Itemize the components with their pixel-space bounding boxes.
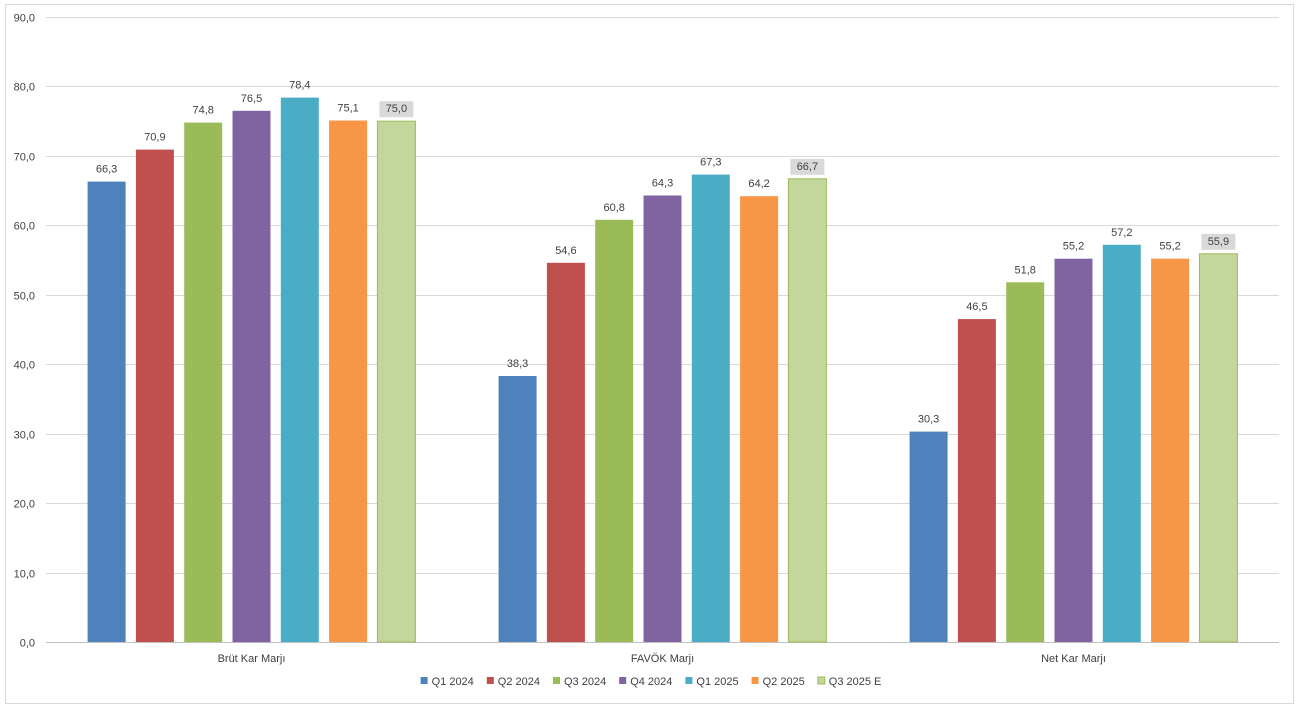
legend-item: Q2 2024 xyxy=(486,676,540,688)
bar xyxy=(232,110,271,643)
legend-item: Q1 2025 xyxy=(685,676,739,688)
y-tick-label: 80,0 xyxy=(14,82,35,94)
bar xyxy=(498,376,537,642)
bar xyxy=(909,431,948,642)
bar xyxy=(957,319,996,642)
legend-item: Q3 2025 E xyxy=(817,676,882,688)
x-axis: Brüt Kar Marjı FAVÖK Marjı Net Kar Marjı xyxy=(218,653,1106,665)
y-tick-label: 10,0 xyxy=(14,569,35,581)
y-axis: 0,0 10,0 20,0 30,0 40,0 50,0 60,0 70,0 80,0 90,0 xyxy=(14,13,35,650)
data-label: 78,4 xyxy=(289,80,310,92)
data-label: 75,1 xyxy=(337,103,358,115)
legend-item: Q4 2024 xyxy=(619,676,672,688)
bar xyxy=(135,149,174,642)
bar xyxy=(329,120,368,642)
bar xyxy=(376,120,416,643)
bar xyxy=(740,196,779,642)
data-label: 54,6 xyxy=(555,245,576,257)
data-label: 64,2 xyxy=(748,178,769,190)
data-label: 46,5 xyxy=(966,301,987,313)
bar xyxy=(184,122,223,643)
legend-swatch xyxy=(420,677,428,684)
legend-swatch xyxy=(486,677,494,684)
bar xyxy=(280,97,319,643)
y-tick-label: 20,0 xyxy=(14,499,35,511)
data-label: 75,0 xyxy=(386,103,407,115)
data-label: 55,2 xyxy=(1063,241,1084,253)
bar xyxy=(691,174,730,642)
data-label-background xyxy=(379,101,414,118)
x-category-label: FAVÖK Marjı xyxy=(631,653,694,665)
bar xyxy=(643,195,682,642)
legend-item: Q1 2024 xyxy=(420,676,474,688)
data-label: 66,7 xyxy=(797,161,818,173)
data-label: 38,3 xyxy=(507,358,528,370)
data-label: 74,8 xyxy=(192,105,213,117)
data-label: 60,8 xyxy=(603,202,624,214)
legend-label: Q2 2024 xyxy=(498,676,540,688)
data-label-background xyxy=(1201,233,1236,250)
legend-swatch xyxy=(817,676,826,685)
y-tick-label: 0,0 xyxy=(20,638,35,650)
data-label: 55,9 xyxy=(1208,236,1229,248)
x-category-label: Net Kar Marjı xyxy=(1041,653,1106,665)
legend-label: Q3 2025 E xyxy=(829,676,882,688)
bar xyxy=(595,219,634,643)
y-tick-label: 90,0 xyxy=(14,13,35,25)
bar xyxy=(546,262,585,642)
data-label: 30,3 xyxy=(918,414,939,426)
data-labels: 66,3 70,9 74,8 76,5 78,4 75,1 75,0 38,3 54,6 60,8… xyxy=(96,80,1236,426)
bar xyxy=(1102,244,1141,643)
x-category-label: Brüt Kar Marjı xyxy=(218,653,286,665)
legend-item: Q2 2025 xyxy=(751,676,805,688)
y-tick-label: 70,0 xyxy=(14,152,35,164)
y-tick-label: 30,0 xyxy=(14,430,35,442)
bar xyxy=(1054,258,1093,642)
bar xyxy=(1151,258,1190,642)
data-label: 67,3 xyxy=(700,157,721,169)
data-label: 51,8 xyxy=(1014,264,1035,276)
legend-item: Q3 2024 xyxy=(553,676,606,688)
data-label: 55,2 xyxy=(1159,241,1180,253)
bars xyxy=(87,97,1238,643)
data-label: 66,3 xyxy=(96,164,117,176)
legend-label: Q1 2024 xyxy=(432,676,474,688)
legend: Q1 2024 Q2 2024 Q3 2024 Q4 2024 Q1 2025 Q2 20… xyxy=(420,676,882,688)
legend-swatch xyxy=(619,677,627,684)
bar xyxy=(1198,253,1238,643)
legend-swatch xyxy=(685,677,693,684)
data-label: 57,2 xyxy=(1111,227,1132,239)
y-tick-label: 60,0 xyxy=(14,221,35,233)
bar xyxy=(1006,282,1045,642)
y-tick-label: 40,0 xyxy=(14,360,35,372)
bar xyxy=(787,178,827,643)
data-label-background xyxy=(790,158,825,175)
legend-swatch xyxy=(751,677,759,684)
legend-label: Q2 2025 xyxy=(763,676,805,688)
legend-label: Q1 2025 xyxy=(696,676,738,688)
y-tick-label: 50,0 xyxy=(14,291,35,303)
legend-label: Q3 2024 xyxy=(564,676,606,688)
data-label: 70,9 xyxy=(144,132,165,144)
data-label: 64,3 xyxy=(652,178,673,190)
legend-swatch xyxy=(553,677,560,684)
legend-label: Q4 2024 xyxy=(630,676,672,688)
data-label: 76,5 xyxy=(241,93,262,105)
bar xyxy=(87,181,126,642)
